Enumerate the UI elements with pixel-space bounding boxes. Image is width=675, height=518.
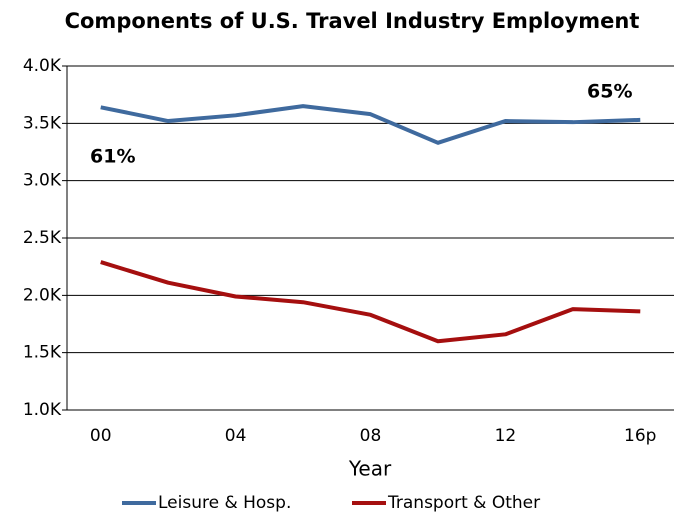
y-tick-label: 2.0K xyxy=(23,285,62,305)
x-axis-label: Year xyxy=(348,457,392,481)
series-line xyxy=(100,260,641,344)
legend-label: Leisure & Hosp. xyxy=(158,493,291,513)
y-tick-label: 1.0K xyxy=(23,400,62,420)
x-tick-label: 08 xyxy=(360,426,382,446)
x-tick-label: 12 xyxy=(495,426,517,446)
series-line xyxy=(100,104,641,145)
y-tick-label: 2.5K xyxy=(23,228,62,248)
x-tick-label: 00 xyxy=(90,426,112,446)
annotation: 61% xyxy=(90,146,135,168)
x-tick-label: 04 xyxy=(225,426,247,446)
x-tick-label: 16p xyxy=(624,426,656,446)
y-tick-label: 4.0K xyxy=(23,56,62,76)
legend-label: Transport & Other xyxy=(387,493,540,513)
y-tick-label: 3.5K xyxy=(23,113,62,133)
y-tick-label: 1.5K xyxy=(23,343,62,363)
annotation: 65% xyxy=(587,81,632,103)
chart-title: Components of U.S. Travel Industry Emplo… xyxy=(65,9,640,33)
y-tick-label: 3.0K xyxy=(23,171,62,191)
